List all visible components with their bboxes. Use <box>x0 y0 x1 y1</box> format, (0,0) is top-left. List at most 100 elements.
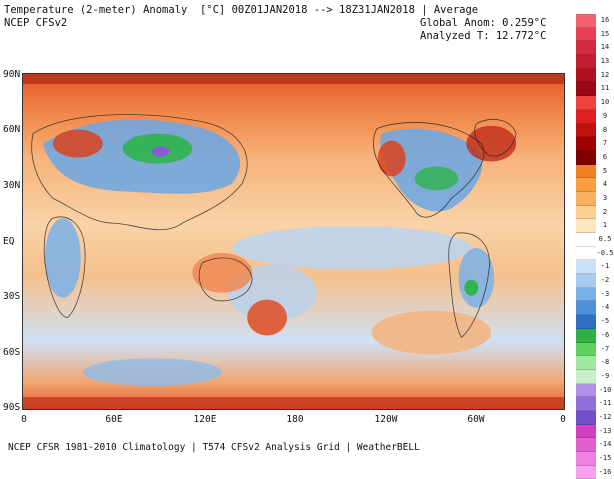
colorbar-swatch <box>576 369 596 384</box>
colorbar-label: -8 <box>600 358 610 367</box>
colorbar <box>576 14 596 479</box>
global-anomaly: Global Anom: 0.259°C <box>420 17 547 29</box>
colorbar-swatch <box>576 219 596 233</box>
colorbar-label: -5 <box>600 317 610 326</box>
colorbar-label: 10 <box>600 98 610 107</box>
map-title: Temperature (2-meter) Anomaly [°C] 00Z01… <box>4 4 479 16</box>
colorbar-swatch <box>576 315 596 329</box>
colorbar-swatch <box>576 287 596 302</box>
lat-label-30s: 30S <box>3 291 21 302</box>
colorbar-label: -3 <box>600 289 610 298</box>
colorbar-swatch <box>576 438 596 452</box>
colorbar-swatch <box>576 233 596 247</box>
lon-label-60e: 60E <box>105 414 123 425</box>
colorbar-swatch <box>576 68 596 83</box>
colorbar-label: -4 <box>600 303 610 312</box>
south-pacific-warm-area <box>371 310 492 355</box>
australia-warm-area <box>192 252 253 293</box>
colorbar-label: -1 <box>600 262 610 271</box>
lat-label-60s: 60S <box>3 347 21 358</box>
colorbar-label: 11 <box>600 84 610 93</box>
colorbar-label: 8 <box>602 125 608 134</box>
colorbar-label: 13 <box>600 57 610 66</box>
lon-label-120w: 120W <box>374 414 398 425</box>
colorbar-swatch <box>576 205 596 220</box>
lon-label-60w: 60W <box>467 414 485 425</box>
colorbar-label: -7 <box>600 344 610 353</box>
siberia-extreme-cold-spot <box>151 146 170 157</box>
tasman-warm-spot <box>247 299 288 336</box>
colorbar-swatch <box>576 410 596 425</box>
colorbar-swatch <box>576 178 596 192</box>
south-america-very-cold-spot <box>464 279 479 296</box>
colorbar-swatch <box>576 123 596 138</box>
anomaly-map-svg <box>23 74 564 409</box>
colorbar-swatch <box>576 191 596 206</box>
colorbar-swatch <box>576 452 596 466</box>
colorbar-swatch <box>576 397 596 411</box>
colorbar-swatch <box>576 246 596 261</box>
colorbar-swatch <box>576 137 596 151</box>
lon-label-0: 0 <box>21 414 27 425</box>
footer-credits: NCEP CFSR 1981-2010 Climatology | T574 C… <box>8 442 420 453</box>
colorbar-label: 16 <box>600 16 610 24</box>
colorbar-swatch <box>576 383 596 398</box>
header-left: Temperature (2-meter) Anomaly [°C] 00Z01… <box>4 4 478 30</box>
pacific-cool-band <box>232 226 472 270</box>
colorbar-labels: 16 15 14 13 12 11 10 9 8 7 6 5 4 3 2 1 0.5 -0.5 -1 -2 -3 -4 -5… <box>596 14 614 479</box>
weather-map-page: Temperature (2-meter) Anomaly [°C] 00Z01… <box>3 4 613 479</box>
europe-warm-area <box>52 129 103 158</box>
colorbar-label: 2 <box>602 207 608 216</box>
africa-cool-area <box>44 218 81 298</box>
colorbar-label: -12 <box>598 412 612 421</box>
arctic-warm-band <box>23 74 564 84</box>
lat-label-30n: 30N <box>3 180 21 191</box>
colorbar-label: -10 <box>598 385 612 394</box>
antarctic-warm-band <box>23 397 564 409</box>
header-stats: Global Anom: 0.259°C Analyzed T: 12.772°… <box>420 17 546 43</box>
colorbar-swatch <box>576 424 596 439</box>
colorbar-label: 15 <box>600 29 610 38</box>
colorbar-swatch <box>576 164 596 179</box>
colorbar-label: 4 <box>602 180 608 189</box>
colorbar-swatch <box>576 55 596 69</box>
colorbar-label: -6 <box>600 330 610 339</box>
colorbar-swatch <box>576 27 596 42</box>
colorbar-swatch <box>576 274 596 288</box>
lat-label-60n: 60N <box>3 124 21 135</box>
analyzed-temperature: Analyzed T: 12.772°C <box>420 30 547 42</box>
colorbar-label: -11 <box>598 399 612 408</box>
lat-label-90s: 90S <box>3 402 21 413</box>
model-name: NCEP CFSv2 <box>4 17 68 29</box>
colorbar-swatch <box>576 82 596 97</box>
colorbar-label: -13 <box>598 426 612 435</box>
colorbar-swatch <box>576 109 596 124</box>
colorbar-label: -15 <box>598 454 612 462</box>
colorbar-label: 12 <box>600 70 610 79</box>
lat-label-eq: EQ <box>3 236 15 247</box>
lon-label-180: 180 <box>286 414 304 425</box>
colorbar-swatch <box>576 41 596 56</box>
colorbar-swatch <box>576 301 596 316</box>
colorbar-swatch <box>576 96 596 110</box>
colorbar-swatch <box>576 150 596 165</box>
colorbar-swatch <box>576 328 596 343</box>
colorbar-label: 3 <box>602 193 608 202</box>
colorbar-label: 1 <box>602 221 608 230</box>
colorbar-label: 0.5 <box>598 235 612 243</box>
colorbar-label: 5 <box>602 166 608 175</box>
colorbar-swatch <box>576 14 596 28</box>
colorbar-label: 7 <box>602 139 608 148</box>
colorbar-label: -0.5 <box>596 248 614 257</box>
greenland-warm-area <box>466 125 517 162</box>
colorbar-label: 14 <box>600 43 610 52</box>
lat-label-90n: 90N <box>3 69 21 80</box>
lon-label-0-right: 0 <box>560 414 566 425</box>
southern-ocean-cool-band <box>82 358 223 387</box>
north-america-west-warm-area <box>377 140 406 177</box>
north-america-very-cold-area <box>414 166 459 191</box>
colorbar-label: 6 <box>602 152 608 161</box>
colorbar-swatch <box>576 356 596 370</box>
colorbar-label: -2 <box>600 276 610 285</box>
coastlines <box>31 114 517 339</box>
